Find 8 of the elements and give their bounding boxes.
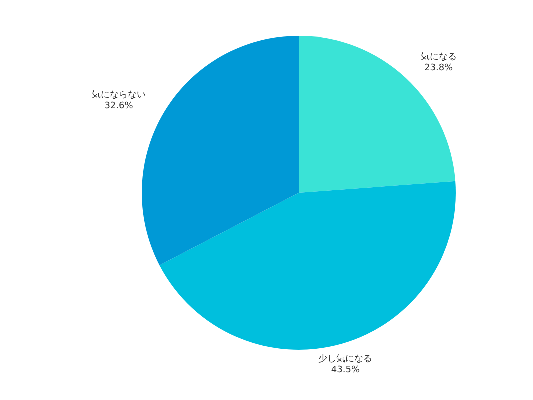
data-label: 32.6% — [104, 102, 134, 112]
pie-slice — [299, 36, 456, 193]
data-label: 23.8% — [424, 63, 454, 74]
slice-label: 気にならない — [92, 90, 146, 101]
data-label: 43.5% — [331, 365, 360, 376]
pie-slice — [160, 181, 456, 350]
slice-label: 少し気になる — [318, 353, 373, 364]
slice-label: 気になる — [420, 51, 457, 62]
